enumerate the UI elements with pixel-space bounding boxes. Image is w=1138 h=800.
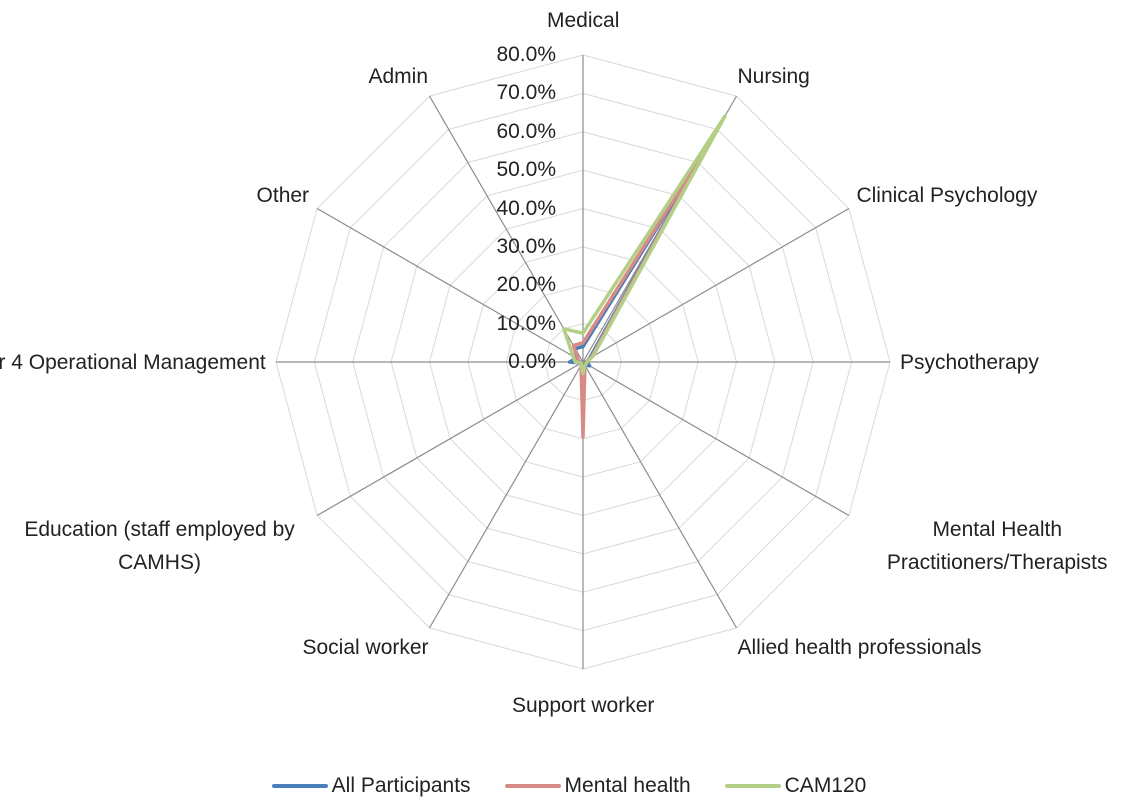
- spoke: [428, 361, 584, 629]
- category-label: Education (staff employed by CAMHS): [24, 517, 295, 574]
- category-label: Mental Health Practitioners/Therapists: [886, 517, 1108, 574]
- category-label: Allied health professionals: [737, 636, 982, 660]
- category-label: Medical: [547, 9, 620, 32]
- legend-swatch: [271, 784, 328, 788]
- category-label: Tier 4 Operational Management: [0, 350, 266, 374]
- legend-swatch: [724, 784, 781, 788]
- tick-label: 50.0%: [496, 158, 556, 182]
- category-label: Psychotherapy: [900, 350, 1039, 374]
- spoke: [582, 207, 850, 363]
- category-label: Nursing: [737, 64, 810, 88]
- spoke: [316, 361, 584, 517]
- legend-swatch: [504, 784, 561, 788]
- legend-label: CAM120: [784, 774, 867, 797]
- legend-label: All Participants: [331, 774, 471, 797]
- tick-label: 60.0%: [496, 119, 556, 143]
- tick-label: 0.0%: [508, 350, 556, 373]
- series-line: [562, 114, 727, 376]
- category-label: Other: [256, 183, 310, 207]
- series-line: [571, 144, 710, 439]
- category-label: Admin: [368, 64, 429, 88]
- legend-item: All Participants: [271, 774, 471, 798]
- tick-label: 30.0%: [496, 234, 556, 258]
- tick-label: 70.0%: [496, 81, 556, 105]
- legend-item: CAM120: [724, 774, 867, 798]
- legend-label: Mental health: [564, 774, 691, 797]
- legend: All Participants Mental health CAM120: [0, 774, 1138, 798]
- legend-item: Mental health: [504, 774, 691, 798]
- category-label: Support worker: [512, 694, 655, 717]
- spoke: [582, 361, 738, 629]
- spoke: [316, 207, 584, 363]
- tick-label: 80.0%: [496, 43, 556, 66]
- spoke: [428, 95, 584, 363]
- spoke: [582, 361, 850, 517]
- tick-label: 40.0%: [496, 196, 556, 220]
- tick-label: 20.0%: [496, 273, 556, 297]
- category-label: Clinical Psychology: [856, 183, 1038, 207]
- tick-label: 10.0%: [496, 311, 556, 335]
- category-label: Social worker: [302, 636, 429, 660]
